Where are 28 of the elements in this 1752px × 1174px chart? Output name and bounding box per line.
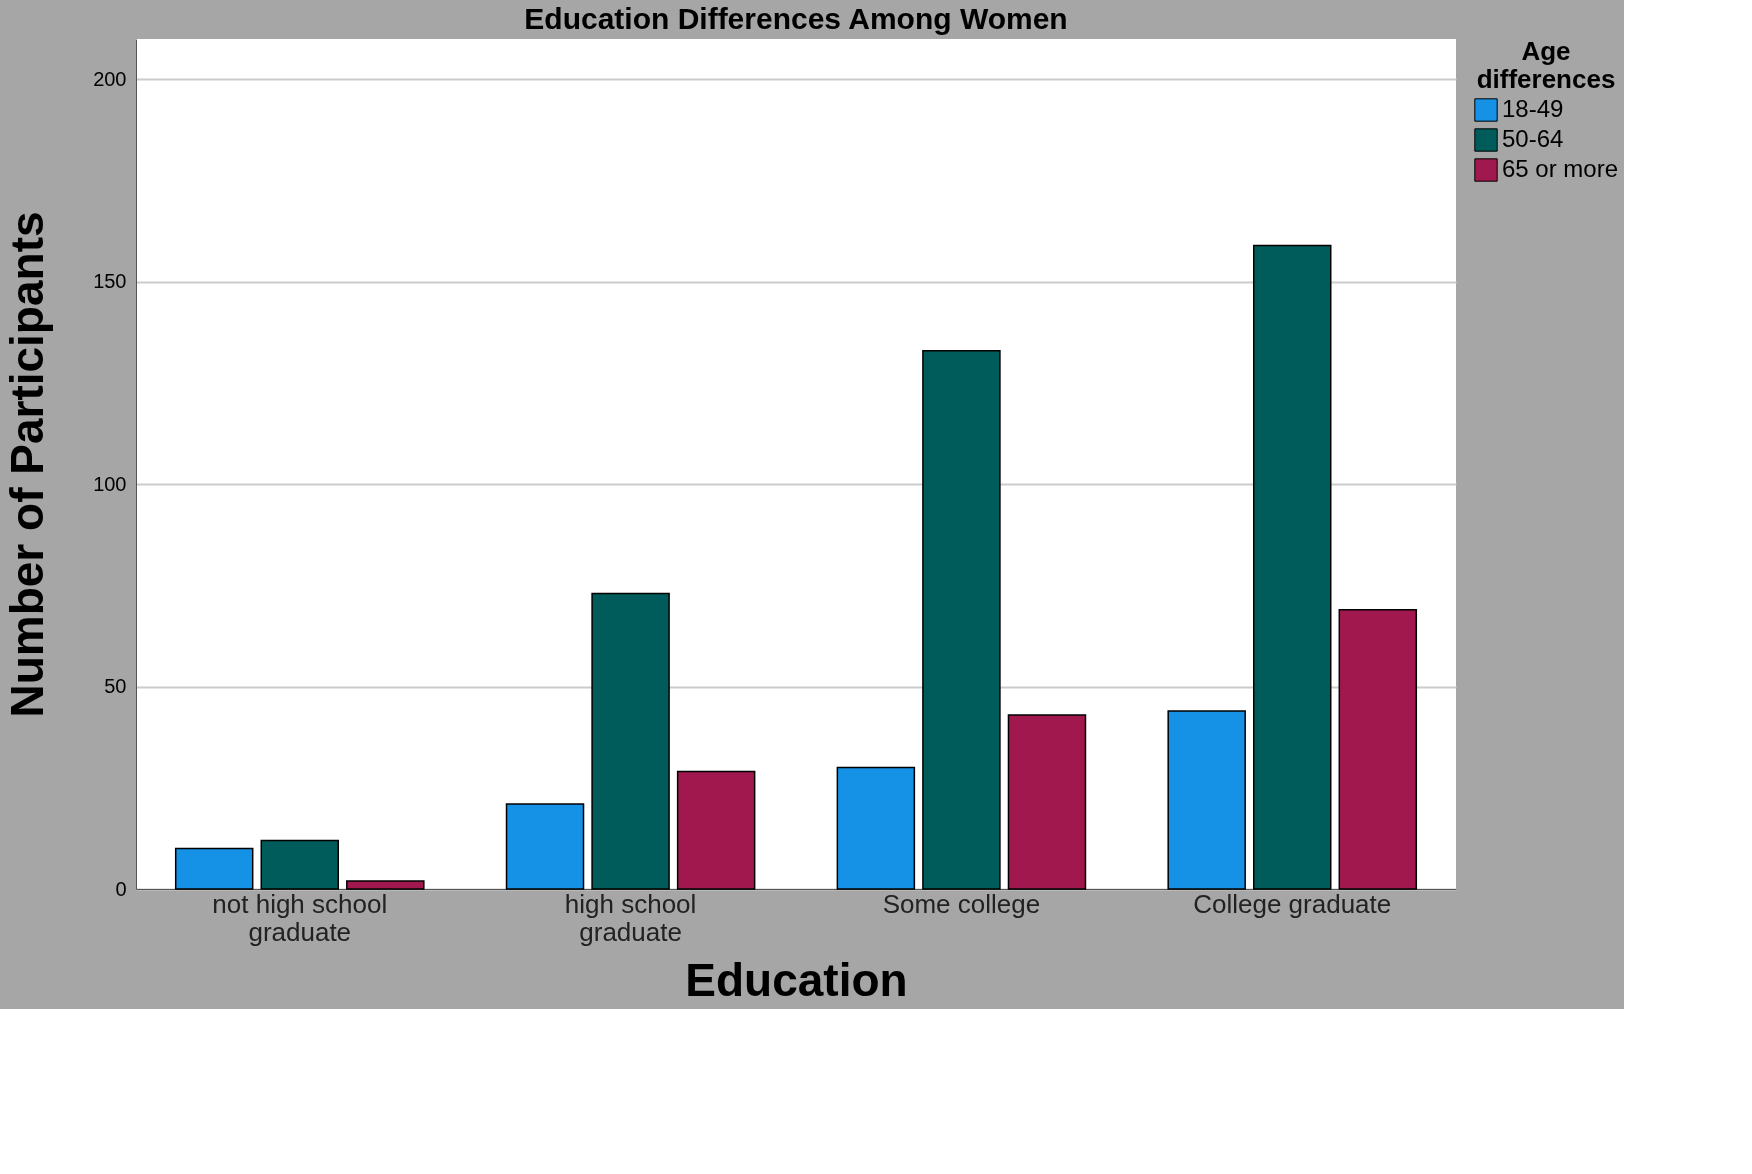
y-tick-label: 0 (115, 877, 127, 900)
bar (591, 592, 670, 890)
bar (1338, 608, 1418, 890)
legend-label: 18-49 (1502, 95, 1564, 122)
bar (174, 847, 254, 890)
bar (1252, 244, 1332, 890)
bar (260, 839, 340, 890)
x-tick-label: not high school graduate (212, 888, 388, 947)
x-tick-label: College graduate (1193, 888, 1392, 919)
y-axis-title: Number of Participants (1, 211, 54, 718)
y-tick-label: 200 (93, 67, 127, 90)
bar (922, 349, 1001, 890)
bar (505, 803, 585, 890)
y-tick-label: 150 (93, 270, 127, 293)
legend-title: Age differences (1476, 36, 1616, 94)
y-tick-label: 50 (104, 675, 127, 698)
legend-label: 65 or more (1502, 155, 1619, 182)
bar (346, 880, 425, 890)
y-tick-label: 100 (93, 472, 127, 495)
x-tick-label: high school graduate (564, 888, 697, 947)
x-tick-label: Some college (882, 888, 1041, 919)
bar (676, 770, 756, 890)
bar (836, 766, 916, 890)
legend-label: 50-64 (1502, 125, 1564, 152)
bar (1167, 710, 1246, 890)
chart-title: Education Differences Among Women (524, 2, 1068, 35)
x-axis-title: Education (685, 953, 908, 1006)
bar (1007, 714, 1087, 890)
